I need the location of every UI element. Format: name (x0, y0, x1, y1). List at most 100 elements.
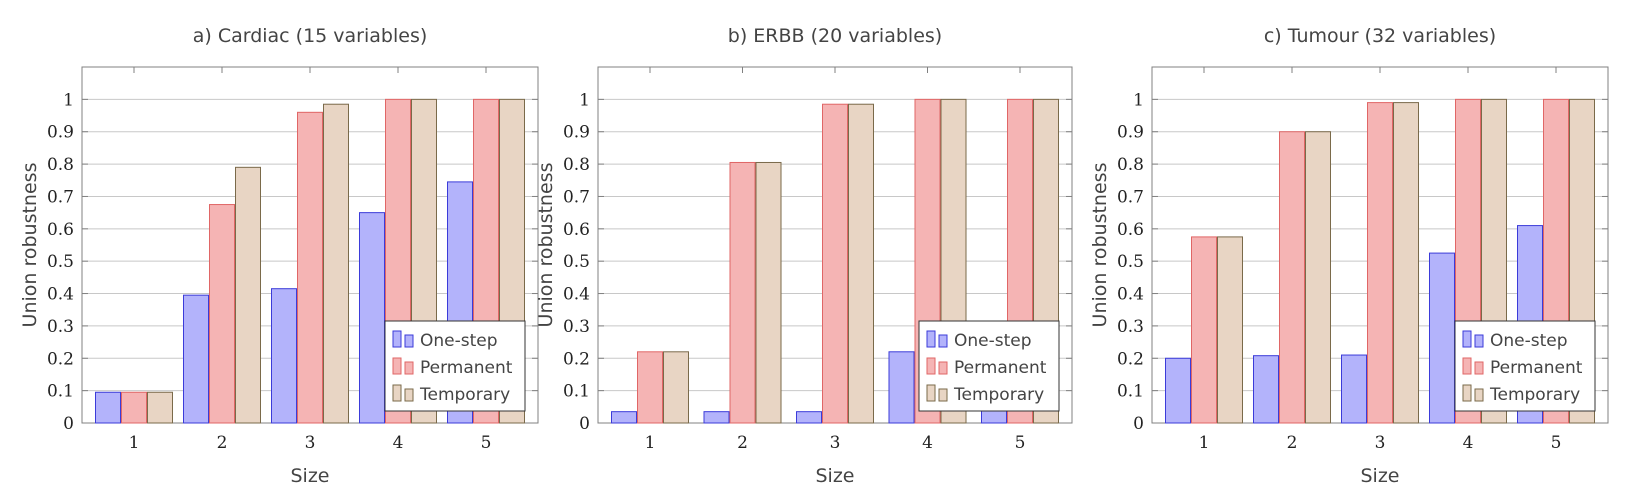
bar-permanent-1 (1191, 236, 1217, 424)
chart-panel-2: 0 0.1 0.2 0.3 0.4 0.5 0.6 0.7 0.8 0.9 1 1 2 3 4 5 b) ERB… (535, 25, 1073, 487)
bar-permanent-3 (297, 111, 323, 424)
bar-temporary-1 (147, 391, 173, 424)
x-tick-label: 4 (1463, 433, 1474, 453)
y-tick-label: 0.8 (563, 155, 590, 175)
legend-swatch (404, 334, 414, 348)
x-tick-label: 2 (1287, 433, 1298, 453)
bar-temporary-3 (848, 103, 874, 424)
legend-swatch (938, 361, 948, 375)
y-tick-label: 0.2 (47, 349, 74, 369)
bar-one-step-1 (1165, 357, 1191, 424)
y-tick-label: 0.5 (563, 252, 590, 272)
x-tick-label: 2 (217, 433, 228, 453)
bar-one-step-4 (888, 351, 915, 424)
y-tick-label: 0.5 (47, 252, 74, 272)
x-tick-label: 1 (129, 433, 140, 453)
bar-permanent-3 (822, 103, 848, 424)
legend-swatch (1474, 334, 1484, 348)
bar-temporary-3 (1393, 102, 1419, 424)
legend-entry: Permanent (420, 358, 513, 378)
x-axis-label: Size (815, 465, 854, 487)
y-tick-label: 0.4 (563, 285, 590, 305)
legend: One-step Permanent Temporary (918, 320, 1060, 412)
legend-swatch (392, 330, 402, 348)
bar-one-step-1 (611, 411, 637, 424)
x-tick-label: 5 (1015, 433, 1026, 453)
y-tick-label: 0.8 (47, 155, 74, 175)
bar-one-step-3 (271, 288, 297, 424)
legend-swatch (392, 357, 402, 375)
bar-permanent-3 (1367, 102, 1393, 424)
bar-permanent-1 (121, 391, 147, 424)
bar-one-step-2 (183, 294, 209, 424)
bar-one-step-1 (95, 391, 121, 424)
bar-one-step-3 (796, 411, 822, 424)
legend-entry: One-step (420, 331, 498, 351)
legend-swatch (926, 330, 936, 348)
x-axis-label: Size (290, 465, 329, 487)
legend-swatch (404, 361, 414, 375)
chart-panel-3: 0 0.1 0.2 0.3 0.4 0.5 0.6 0.7 0.8 0.9 1 1 2 3 4 5 c) Tum… (1089, 25, 1609, 487)
legend-entry: Temporary (1489, 385, 1580, 405)
y-tick-label: 0 (1133, 414, 1144, 434)
y-axis-label: Union robustness (1089, 163, 1111, 328)
bar-permanent-2 (729, 161, 756, 424)
chart-panel-1: 0 0.1 0.2 0.3 0.4 0.5 0.6 0.7 0.8 0.9 1 1 2 3 4 5 a) Car… (19, 25, 539, 487)
x-tick-label: 1 (645, 433, 656, 453)
bar-permanent-2 (1279, 131, 1305, 424)
legend-swatch (926, 357, 936, 375)
y-axis-label: Union robustness (535, 163, 557, 328)
legend-swatch (938, 334, 948, 348)
y-tick-label: 0.1 (563, 382, 590, 402)
y-tick-label: 1 (579, 90, 590, 110)
legend-swatch (938, 388, 948, 402)
bar-temporary-1 (1217, 236, 1243, 424)
legend-swatch (1462, 357, 1472, 375)
legend-swatch (926, 384, 936, 402)
legend: One-step Permanent Temporary (1454, 320, 1596, 412)
bar-permanent-1 (637, 351, 663, 424)
y-tick-label: 0.7 (1117, 187, 1144, 207)
y-tick-label: 1 (1133, 90, 1144, 110)
bar-temporary-1 (663, 351, 689, 424)
y-tick-label: 0.7 (47, 187, 74, 207)
y-tick-label: 0.6 (47, 220, 74, 240)
x-tick-label: 5 (1551, 433, 1562, 453)
bar-temporary-2 (755, 161, 782, 424)
y-tick-label: 0.4 (47, 285, 74, 305)
x-tick-label: 3 (305, 433, 316, 453)
legend-swatch (1462, 384, 1472, 402)
y-tick-label: 0.3 (1117, 317, 1144, 337)
legend-entry: Temporary (953, 385, 1044, 405)
y-tick-label: 0.7 (563, 187, 590, 207)
y-tick-label: 0.5 (1117, 252, 1144, 272)
bar-one-step-4 (1429, 252, 1455, 424)
legend-entry: Permanent (1490, 358, 1583, 378)
x-tick-label: 3 (1375, 433, 1386, 453)
y-tick-label: 0.9 (1117, 123, 1144, 143)
y-tick-label: 0.2 (563, 349, 590, 369)
legend-entry: Permanent (954, 358, 1047, 378)
chart-title: a) Cardiac (15 variables) (193, 25, 428, 47)
y-tick-label: 0.3 (563, 317, 590, 337)
bar-one-step-3 (1341, 354, 1367, 424)
bar-temporary-2 (1305, 131, 1331, 424)
bar-temporary-2 (235, 166, 261, 424)
x-tick-label: 2 (737, 433, 748, 453)
bar-one-step-2 (1253, 355, 1279, 424)
y-tick-label: 0 (63, 414, 74, 434)
legend-swatch (1474, 388, 1484, 402)
bar-one-step-2 (703, 411, 730, 424)
y-tick-label: 0.9 (563, 123, 590, 143)
legend-swatch (1462, 330, 1472, 348)
bar-temporary-3 (323, 103, 349, 424)
x-tick-label: 4 (922, 433, 933, 453)
x-tick-label: 1 (1199, 433, 1210, 453)
x-tick-label: 3 (830, 433, 841, 453)
legend-entry: One-step (1490, 331, 1568, 351)
chart-title: b) ERBB (20 variables) (728, 25, 942, 47)
legend-entry: One-step (954, 331, 1032, 351)
y-tick-label: 0.6 (1117, 220, 1144, 240)
y-tick-label: 0.8 (1117, 155, 1144, 175)
